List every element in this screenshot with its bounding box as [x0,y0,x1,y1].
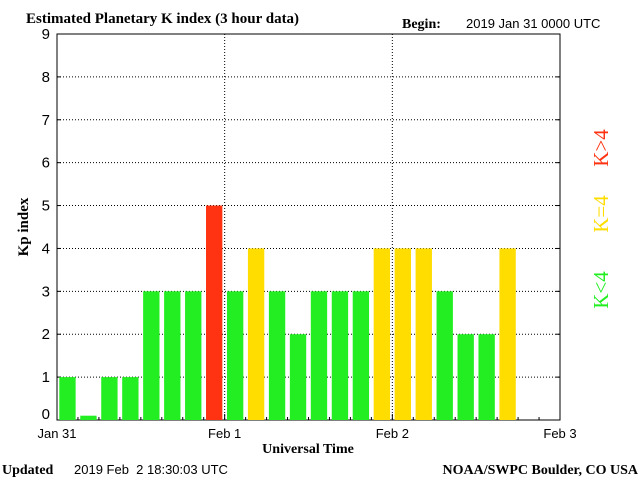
legend: K<4 K=4 K>4 [589,129,613,309]
kp-bar [331,291,349,420]
kp-bar [143,291,160,420]
kp-bar [352,291,370,420]
y-tick-label: 0 [42,406,50,423]
updated-value: 2019 Feb 2 18:30:03 UTC [74,462,228,477]
kp-bar [499,248,516,420]
kp-bar [436,291,453,420]
y-tick-label: 9 [42,26,50,43]
kp-bar [310,291,328,420]
bars [59,205,516,420]
updated-label: Updated [2,463,54,478]
kp-bar [59,377,76,420]
kp-bar [457,334,474,420]
kp-bar [289,334,307,420]
kp-bar [206,205,223,420]
x-tick-label: Jan 31 [37,426,76,441]
kp-bar [373,248,391,420]
kp-bar [185,291,202,420]
legend-entry-below: K<4 [589,271,613,309]
kp-bar [394,248,411,420]
x-tick-label: Feb 1 [208,426,241,441]
kp-bar [226,291,244,420]
kp-bar [415,248,432,420]
y-tick-label: 2 [42,326,50,343]
y-tick-label: 8 [42,69,50,86]
x-axis-label: Universal Time [262,442,354,457]
kp-bar [478,334,495,420]
x-tick-label: Feb 2 [376,426,409,441]
x-tick-label: Feb 3 [543,426,576,441]
y-tick-label: 3 [42,283,50,300]
begin-label: Begin: [402,17,441,32]
y-axis-label: Kp index [16,197,32,256]
y-tick-label: 4 [42,240,50,257]
credit-text: NOAA/SWPC Boulder, CO USA [442,463,638,478]
y-tick-label: 5 [42,198,50,215]
y-tick-label: 7 [42,112,50,129]
legend-entry-equal: K=4 [589,195,613,233]
chart-title: Estimated Planetary K index (3 hour data… [26,11,299,27]
y-tick-label: 6 [42,155,50,172]
kp-bar [122,377,139,420]
legend-entry-above: K>4 [589,129,613,167]
kp-bar [164,291,181,420]
kp-bar [101,377,118,420]
kp-bar [247,248,265,420]
y-tick-label: 1 [42,369,50,386]
begin-value: 2019 Jan 31 0000 UTC [466,16,600,31]
kp-bar [268,291,286,420]
x-tick-labels: Jan 31 Feb 1 Feb 2 Feb 3 [37,426,576,441]
y-tick-labels: 0 1 2 3 4 5 6 7 8 9 [42,26,50,423]
kp-bar [80,415,97,420]
plot-area [56,33,561,421]
